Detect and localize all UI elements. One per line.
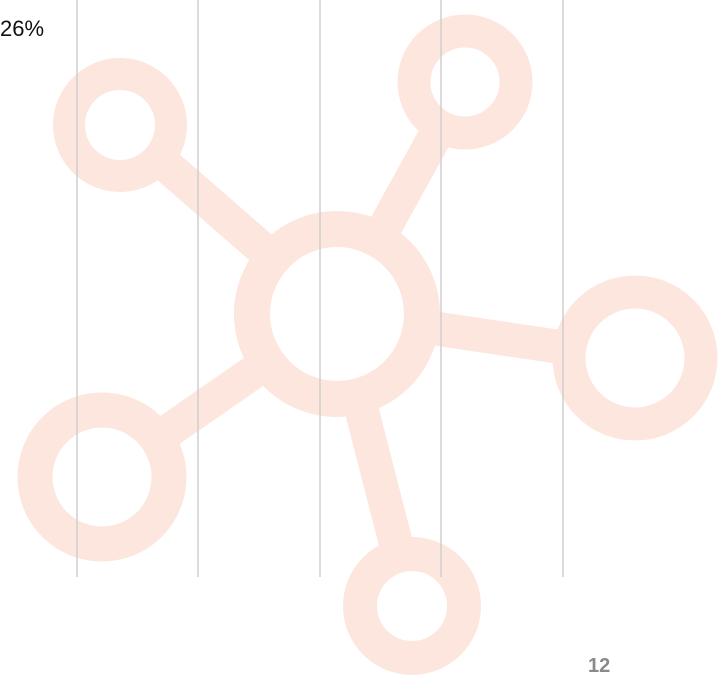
divider-lines xyxy=(76,0,564,577)
icon-node-fill xyxy=(52,427,152,527)
icon-node-fill xyxy=(377,571,447,641)
icon-node xyxy=(17,392,187,562)
icon-hub-fill xyxy=(270,247,404,381)
icon-node-fill xyxy=(430,47,500,117)
percent-label: 26% xyxy=(0,16,44,41)
icon-node xyxy=(343,537,481,675)
icon-node xyxy=(397,14,533,150)
icon-node xyxy=(552,275,718,441)
icon-hub xyxy=(234,211,440,417)
page-number: 12 xyxy=(588,655,610,677)
icon-node-fill xyxy=(585,308,685,408)
icon-node-fill xyxy=(85,90,155,160)
network-icon xyxy=(17,14,718,675)
icon-node xyxy=(53,58,187,192)
